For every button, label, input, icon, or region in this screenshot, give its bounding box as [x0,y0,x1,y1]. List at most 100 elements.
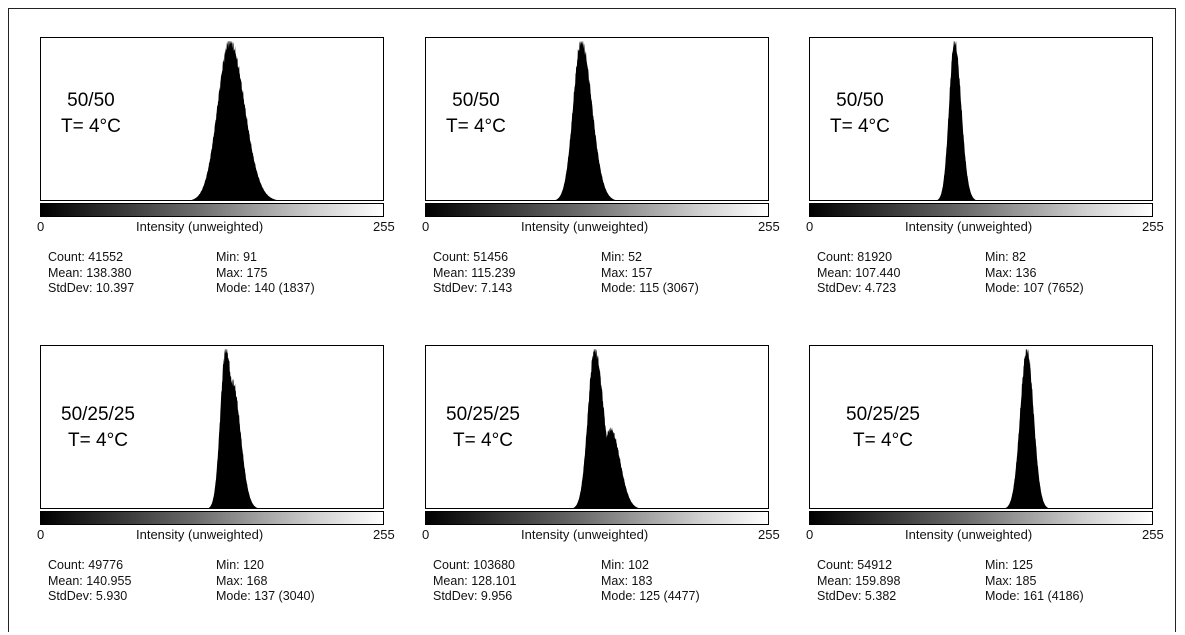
stat-mode: Mode: 107 (7652) [985,281,1084,295]
stat-min: Min: 125 [985,558,1033,572]
histogram-plot: 50/50 T= 4°C [40,37,384,201]
histogram-plot: 50/25/25 T= 4°C [425,345,769,509]
histogram-panel-1: 50/50 T= 4°C 0 Intensity (unweighted) 25… [37,37,400,327]
figure-frame: 50/50 T= 4°C 0 Intensity (unweighted) 25… [8,8,1176,632]
sample-label: 50/50 T= 4°C [61,88,121,140]
histogram-bars [208,349,258,508]
intensity-gradient-bar [425,203,769,217]
intensity-gradient-bar [40,511,384,525]
histogram-bars [191,41,277,200]
histogram-svg [573,349,639,508]
sample-temperature: T= 4°C [446,116,506,137]
histogram-panel-5: 50/25/25 T= 4°C 0 Intensity (unweighted)… [422,345,785,635]
stat-max: Max: 136 [985,265,1037,280]
sample-label: 50/25/25 T= 4°C [446,402,520,454]
stats-left: Count: 49776 Mean: 140.955 StdDev: 5.930 [48,558,131,605]
stat-max: Max: 175 [216,265,268,280]
sample-composition: 50/25/25 [846,404,920,425]
x-axis-title: Intensity (unweighted) [136,219,264,234]
stats-right: Min: 82 Max: 136 Mode: 107 (7652) [985,250,1084,297]
histogram-plot: 50/50 T= 4°C [425,37,769,201]
sample-composition: 50/50 [452,90,500,111]
sample-temperature: T= 4°C [830,116,890,137]
x-axis-min-label: 0 [422,527,430,542]
stats-right: Min: 102 Max: 183 Mode: 125 (4477) [601,558,700,605]
x-axis-title: Intensity (unweighted) [521,219,649,234]
stat-count: Count: 54912 [817,558,893,572]
stat-min: Min: 102 [601,558,649,572]
x-axis-min-label: 0 [37,219,45,234]
x-axis-max-label: 255 [758,527,780,542]
stat-mean: Mean: 159.898 [817,573,901,588]
sample-label: 50/50 T= 4°C [830,88,890,140]
x-axis-title: Intensity (unweighted) [136,527,264,542]
stat-stddev: StdDev: 7.143 [433,281,513,295]
histogram-plot: 50/50 T= 4°C [809,37,1153,201]
histogram-svg [191,41,277,200]
histogram-svg [1005,349,1049,508]
stats-right: Min: 120 Max: 168 Mode: 137 (3040) [216,558,315,605]
stats-left: Count: 81920 Mean: 107.440 StdDev: 4.723 [817,250,900,297]
stat-stddev: StdDev: 5.930 [48,589,128,603]
histogram-svg [555,41,616,200]
intensity-gradient-bar [40,203,384,217]
sample-composition: 50/25/25 [61,404,135,425]
x-axis-max-label: 255 [1142,527,1164,542]
stat-count: Count: 49776 [48,558,124,572]
stat-max: Max: 157 [601,265,653,280]
sample-temperature: T= 4°C [68,430,128,451]
x-axis-min-label: 0 [806,527,814,542]
x-axis-max-label: 255 [1142,219,1164,234]
histogram-bars [1005,349,1049,508]
sample-temperature: T= 4°C [853,430,913,451]
stat-min: Min: 120 [216,558,264,572]
histogram-panel-4: 50/25/25 T= 4°C 0 Intensity (unweighted)… [37,345,400,635]
sample-temperature: T= 4°C [61,116,121,137]
stat-stddev: StdDev: 4.723 [817,281,897,295]
x-axis-min-label: 0 [806,219,814,234]
stats-right: Min: 91 Max: 175 Mode: 140 (1837) [216,250,315,297]
intensity-gradient-bar [809,511,1153,525]
histogram-plot: 50/25/25 T= 4°C [40,345,384,509]
stats-right: Min: 52 Max: 157 Mode: 115 (3067) [601,250,699,297]
stat-mode: Mode: 161 (4186) [985,589,1084,603]
sample-temperature: T= 4°C [453,430,513,451]
sample-label: 50/25/25 T= 4°C [846,402,920,454]
stats-right: Min: 125 Max: 185 Mode: 161 (4186) [985,558,1084,605]
stat-mode: Mode: 115 (3067) [601,281,699,295]
sample-composition: 50/25/25 [446,404,520,425]
stat-mean: Mean: 128.101 [433,573,517,588]
histogram-plot: 50/25/25 T= 4°C [809,345,1153,509]
x-axis-max-label: 255 [373,527,395,542]
stat-count: Count: 81920 [817,250,893,264]
stat-mean: Mean: 107.440 [817,265,901,280]
x-axis-title: Intensity (unweighted) [521,527,649,542]
histogram-svg [208,349,258,508]
stat-max: Max: 168 [216,573,268,588]
stat-min: Min: 52 [601,250,642,264]
stat-min: Min: 82 [985,250,1026,264]
x-axis-title: Intensity (unweighted) [905,527,1033,542]
histogram-panel-6: 50/25/25 T= 4°C 0 Intensity (unweighted)… [806,345,1169,635]
stat-mode: Mode: 140 (1837) [216,281,315,295]
x-axis-max-label: 255 [373,219,395,234]
histogram-panel-2: 50/50 T= 4°C 0 Intensity (unweighted) 25… [422,37,785,327]
stat-max: Max: 185 [985,573,1037,588]
stat-max: Max: 183 [601,573,653,588]
sample-composition: 50/50 [67,90,115,111]
stats-left: Count: 51456 Mean: 115.239 StdDev: 7.143 [433,250,515,297]
stat-count: Count: 103680 [433,558,516,572]
stat-min: Min: 91 [216,250,257,264]
x-axis-min-label: 0 [422,219,430,234]
stat-mean: Mean: 140.955 [48,573,132,588]
x-axis-max-label: 255 [758,219,780,234]
x-axis-title: Intensity (unweighted) [905,219,1033,234]
stat-mean: Mean: 138.380 [48,265,132,280]
stat-stddev: StdDev: 9.956 [433,589,513,603]
stat-stddev: StdDev: 5.382 [817,589,897,603]
stats-left: Count: 41552 Mean: 138.380 StdDev: 10.39… [48,250,134,297]
sample-label: 50/50 T= 4°C [446,88,506,140]
sample-composition: 50/50 [836,90,884,111]
stat-count: Count: 51456 [433,250,509,264]
stats-left: Count: 54912 Mean: 159.898 StdDev: 5.382 [817,558,900,605]
